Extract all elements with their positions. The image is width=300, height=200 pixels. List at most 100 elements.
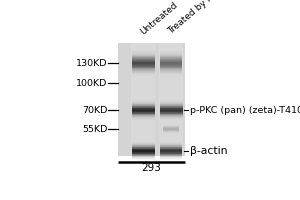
Bar xyxy=(132,74,154,75)
Bar xyxy=(160,67,182,68)
Bar xyxy=(132,67,154,68)
Bar xyxy=(160,115,183,116)
Bar xyxy=(132,156,155,157)
Bar xyxy=(132,113,155,114)
Bar xyxy=(132,159,155,160)
Bar xyxy=(160,58,182,59)
Bar xyxy=(132,107,155,108)
Bar xyxy=(163,131,179,132)
Bar xyxy=(160,156,182,157)
Bar xyxy=(132,61,154,62)
Bar xyxy=(132,51,154,52)
Bar xyxy=(132,55,154,56)
Bar xyxy=(160,63,182,64)
Bar xyxy=(163,128,179,129)
Bar xyxy=(132,152,155,153)
Bar xyxy=(132,59,154,60)
Bar xyxy=(132,57,154,58)
Bar xyxy=(160,147,182,148)
Bar xyxy=(160,52,182,53)
Bar xyxy=(160,113,183,114)
Bar xyxy=(160,142,182,143)
Bar xyxy=(132,52,154,53)
Bar xyxy=(132,147,155,148)
Bar xyxy=(160,158,182,159)
Bar xyxy=(160,69,182,70)
Bar xyxy=(132,148,155,149)
Bar xyxy=(132,64,154,65)
Bar xyxy=(132,112,155,113)
Bar xyxy=(132,117,155,118)
Bar xyxy=(160,145,182,146)
Bar xyxy=(132,102,155,103)
Bar xyxy=(160,110,183,111)
Text: 55KD: 55KD xyxy=(82,125,107,134)
Bar xyxy=(163,129,179,130)
Bar xyxy=(160,105,183,106)
Bar xyxy=(132,144,155,145)
Bar xyxy=(132,103,155,104)
Bar xyxy=(160,102,183,103)
Bar xyxy=(132,63,154,64)
Bar xyxy=(132,118,155,119)
Bar xyxy=(160,118,183,119)
Bar xyxy=(160,109,183,110)
Bar xyxy=(160,108,183,109)
Bar xyxy=(163,130,179,131)
Bar xyxy=(132,53,154,54)
Bar xyxy=(132,145,155,146)
Bar xyxy=(160,54,182,55)
Bar xyxy=(132,62,154,63)
Bar xyxy=(160,55,182,56)
Bar xyxy=(160,154,182,155)
Bar xyxy=(160,151,182,152)
Bar xyxy=(160,60,182,61)
Bar xyxy=(160,143,182,144)
Bar xyxy=(132,115,155,116)
Bar xyxy=(160,157,182,158)
Bar xyxy=(160,73,182,74)
Bar xyxy=(132,104,155,105)
Bar xyxy=(160,111,183,112)
Bar xyxy=(132,68,154,69)
Bar xyxy=(160,70,182,71)
Bar xyxy=(160,101,183,102)
Bar xyxy=(160,117,183,118)
Bar xyxy=(163,127,179,128)
Bar xyxy=(160,64,182,65)
Bar xyxy=(132,150,155,151)
Bar xyxy=(160,146,182,147)
Bar xyxy=(132,143,155,144)
Bar xyxy=(163,126,179,127)
Bar xyxy=(160,114,183,115)
Bar xyxy=(160,68,182,69)
Text: 293: 293 xyxy=(142,163,161,173)
Bar xyxy=(132,119,155,120)
Bar xyxy=(160,107,183,108)
Bar xyxy=(132,110,155,111)
Bar xyxy=(132,142,155,143)
Bar xyxy=(160,74,182,75)
Text: 130KD: 130KD xyxy=(76,59,107,68)
Bar xyxy=(132,70,154,71)
Text: Untreated: Untreated xyxy=(139,0,179,36)
Bar xyxy=(132,116,155,117)
Text: β-actin: β-actin xyxy=(190,146,227,156)
Bar xyxy=(132,153,155,154)
Bar xyxy=(132,101,155,102)
Bar xyxy=(160,62,182,63)
Bar xyxy=(160,53,182,54)
Bar xyxy=(132,111,155,112)
Bar xyxy=(131,43,155,156)
Bar xyxy=(160,159,182,160)
Bar xyxy=(132,106,155,107)
Text: 100KD: 100KD xyxy=(76,79,107,88)
Bar xyxy=(160,59,182,60)
Bar xyxy=(160,155,182,156)
Bar xyxy=(160,148,182,149)
Bar xyxy=(160,65,182,66)
Bar xyxy=(132,105,155,106)
Bar xyxy=(132,65,154,66)
Bar xyxy=(160,149,182,150)
Bar xyxy=(160,144,182,145)
